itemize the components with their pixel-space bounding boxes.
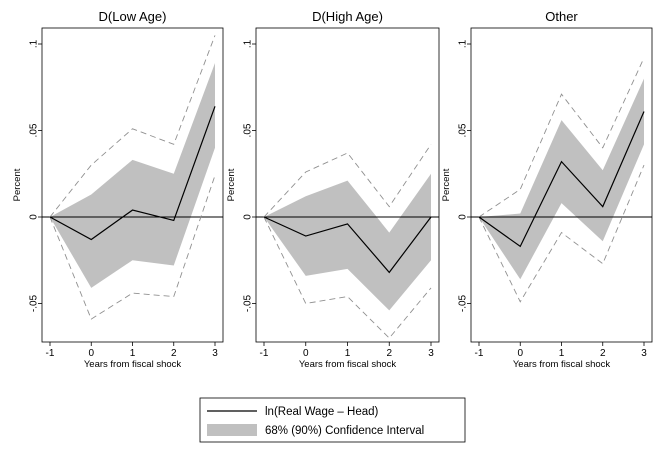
x-tick-label: 2 <box>171 348 177 359</box>
x-tick-label: -1 <box>475 348 484 359</box>
y-axis-label: Percent <box>12 168 23 201</box>
ci90-upper-line <box>49 35 216 218</box>
y-axis-label: Percent <box>441 168 452 201</box>
y-tick-label: .1 <box>29 39 40 48</box>
y-tick-label: 0 <box>243 214 254 220</box>
x-tick-label: 0 <box>517 348 523 359</box>
x-tick-label: 3 <box>428 348 434 359</box>
panels: D(Low Age) .1 .05 0 -.05 Percent -1 0 1 2 3 Years f… <box>12 9 653 370</box>
x-axis-label: Years from fiscal shock <box>513 359 611 370</box>
ci90-upper-line <box>478 57 645 218</box>
y-axis-label: Percent <box>226 168 237 201</box>
y-tick-label: .05 <box>458 123 469 137</box>
y-tick-label: .1 <box>243 39 254 48</box>
x-tick-label: 2 <box>600 348 606 359</box>
panel-1: D(Low Age) .1 .05 0 -.05 Percent -1 0 1 2 3 Years f… <box>12 9 224 370</box>
y-tick-label: -.05 <box>458 294 469 312</box>
panel-2: D(High Age) .1 .05 0 -.05 Percent -1 0 1 2 3 Years … <box>226 9 440 370</box>
y-tick-label: 0 <box>458 214 469 220</box>
ci90-lower-line <box>263 216 432 339</box>
legend: ln(Real Wage – Head) 68% (90%) Confidenc… <box>199 397 466 443</box>
legend-band-label: 68% (90%) Confidence Interval <box>265 425 424 437</box>
panel-title: D(Low Age) <box>99 9 167 24</box>
x-tick-label: 2 <box>386 348 392 359</box>
ci90-lower-line <box>478 164 645 303</box>
x-axis-label: Years from fiscal shock <box>299 359 397 370</box>
x-tick-label: 1 <box>559 348 565 359</box>
point-estimate-line <box>263 216 432 274</box>
ci68-band <box>479 78 644 280</box>
y-tick-label: -.05 <box>243 294 254 312</box>
x-tick-label: 0 <box>88 348 94 359</box>
x-tick-label: 1 <box>130 348 136 359</box>
y-tick-label: .05 <box>243 123 254 137</box>
y-tick-label: .1 <box>458 39 469 48</box>
x-tick-label: -1 <box>46 348 55 359</box>
point-estimate-line <box>478 111 645 248</box>
x-tick-label: 1 <box>345 348 351 359</box>
x-tick-label: 3 <box>641 348 647 359</box>
panel-3: Other .1 .05 0 -.05 Percent -1 0 1 2 3 Years from f… <box>441 9 653 370</box>
panel-title: D(High Age) <box>312 9 383 24</box>
legend-line-label: ln(Real Wage – Head) <box>265 406 379 418</box>
panel-title: Other <box>545 9 578 24</box>
x-axis-label: Years from fiscal shock <box>84 359 182 370</box>
ci90-upper-line <box>263 144 432 218</box>
y-tick-label: -.05 <box>29 294 40 312</box>
ci68-band <box>50 63 215 288</box>
y-tick-label: 0 <box>29 214 40 220</box>
legend-band-swatch <box>207 424 257 436</box>
x-tick-label: 3 <box>212 348 218 359</box>
x-tick-label: 0 <box>303 348 309 359</box>
ci90-lower-line <box>49 175 216 320</box>
x-tick-label: -1 <box>260 348 269 359</box>
y-tick-label: .05 <box>29 123 40 137</box>
point-estimate-line <box>49 106 216 241</box>
ci68-band <box>264 173 431 311</box>
